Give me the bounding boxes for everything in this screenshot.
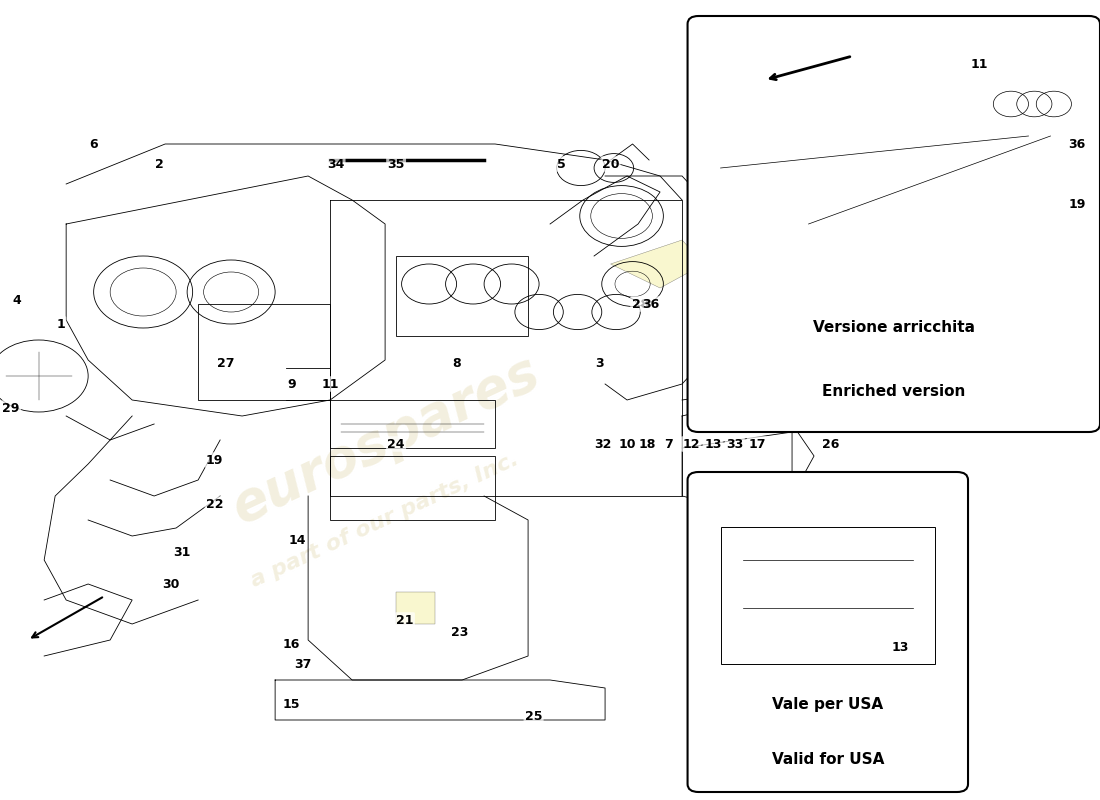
Text: 27: 27 <box>217 358 234 370</box>
Text: 33: 33 <box>726 438 744 450</box>
FancyBboxPatch shape <box>688 472 968 792</box>
Polygon shape <box>610 240 704 288</box>
Text: 28: 28 <box>631 298 649 310</box>
Text: 32: 32 <box>594 438 612 450</box>
Text: 8: 8 <box>452 358 461 370</box>
Bar <box>330 400 495 448</box>
Text: 13: 13 <box>704 438 722 450</box>
Text: 6: 6 <box>89 138 98 150</box>
Text: 14: 14 <box>288 534 306 546</box>
Text: 20: 20 <box>602 158 619 170</box>
Bar <box>720 527 935 664</box>
Text: 30: 30 <box>162 578 179 590</box>
Bar <box>330 456 495 520</box>
Text: 5: 5 <box>557 158 565 170</box>
Text: 16: 16 <box>283 638 300 650</box>
Text: 9: 9 <box>287 378 296 390</box>
Text: 18: 18 <box>638 438 656 450</box>
Text: 7: 7 <box>664 438 673 450</box>
Bar <box>198 304 330 400</box>
Text: Versione arricchita: Versione arricchita <box>813 321 975 335</box>
Text: 21: 21 <box>396 614 414 626</box>
Text: 35: 35 <box>387 158 405 170</box>
Text: Enriched version: Enriched version <box>822 385 966 399</box>
Text: 13: 13 <box>891 641 909 654</box>
Text: 11: 11 <box>971 58 989 70</box>
Text: 22: 22 <box>206 498 223 510</box>
Text: 24: 24 <box>387 438 405 450</box>
Text: 10: 10 <box>618 438 636 450</box>
Text: eurospares: eurospares <box>223 346 547 534</box>
FancyBboxPatch shape <box>688 16 1100 432</box>
Text: 29: 29 <box>2 402 20 414</box>
Bar <box>396 256 528 336</box>
Text: 1: 1 <box>56 318 65 330</box>
Text: 11: 11 <box>321 378 339 390</box>
Text: 19: 19 <box>206 454 223 466</box>
Text: Valid for USA: Valid for USA <box>771 753 884 767</box>
Text: 36: 36 <box>1069 138 1086 150</box>
Text: 4: 4 <box>12 294 21 306</box>
Text: 23: 23 <box>451 626 469 638</box>
Text: 25: 25 <box>525 710 542 722</box>
Text: Vale per USA: Vale per USA <box>772 697 883 711</box>
Text: 37: 37 <box>294 658 311 670</box>
Text: 12: 12 <box>682 438 700 450</box>
Text: 15: 15 <box>283 698 300 710</box>
Text: 31: 31 <box>173 546 190 558</box>
Text: 19: 19 <box>1068 198 1086 210</box>
Text: 34: 34 <box>327 158 344 170</box>
Text: a part of our parts, Inc.: a part of our parts, Inc. <box>248 449 522 591</box>
Polygon shape <box>396 592 435 624</box>
Text: 3: 3 <box>595 358 604 370</box>
Text: 17: 17 <box>748 438 766 450</box>
Text: 26: 26 <box>822 438 839 450</box>
Text: 36: 36 <box>642 298 660 310</box>
Text: 2: 2 <box>155 158 164 170</box>
